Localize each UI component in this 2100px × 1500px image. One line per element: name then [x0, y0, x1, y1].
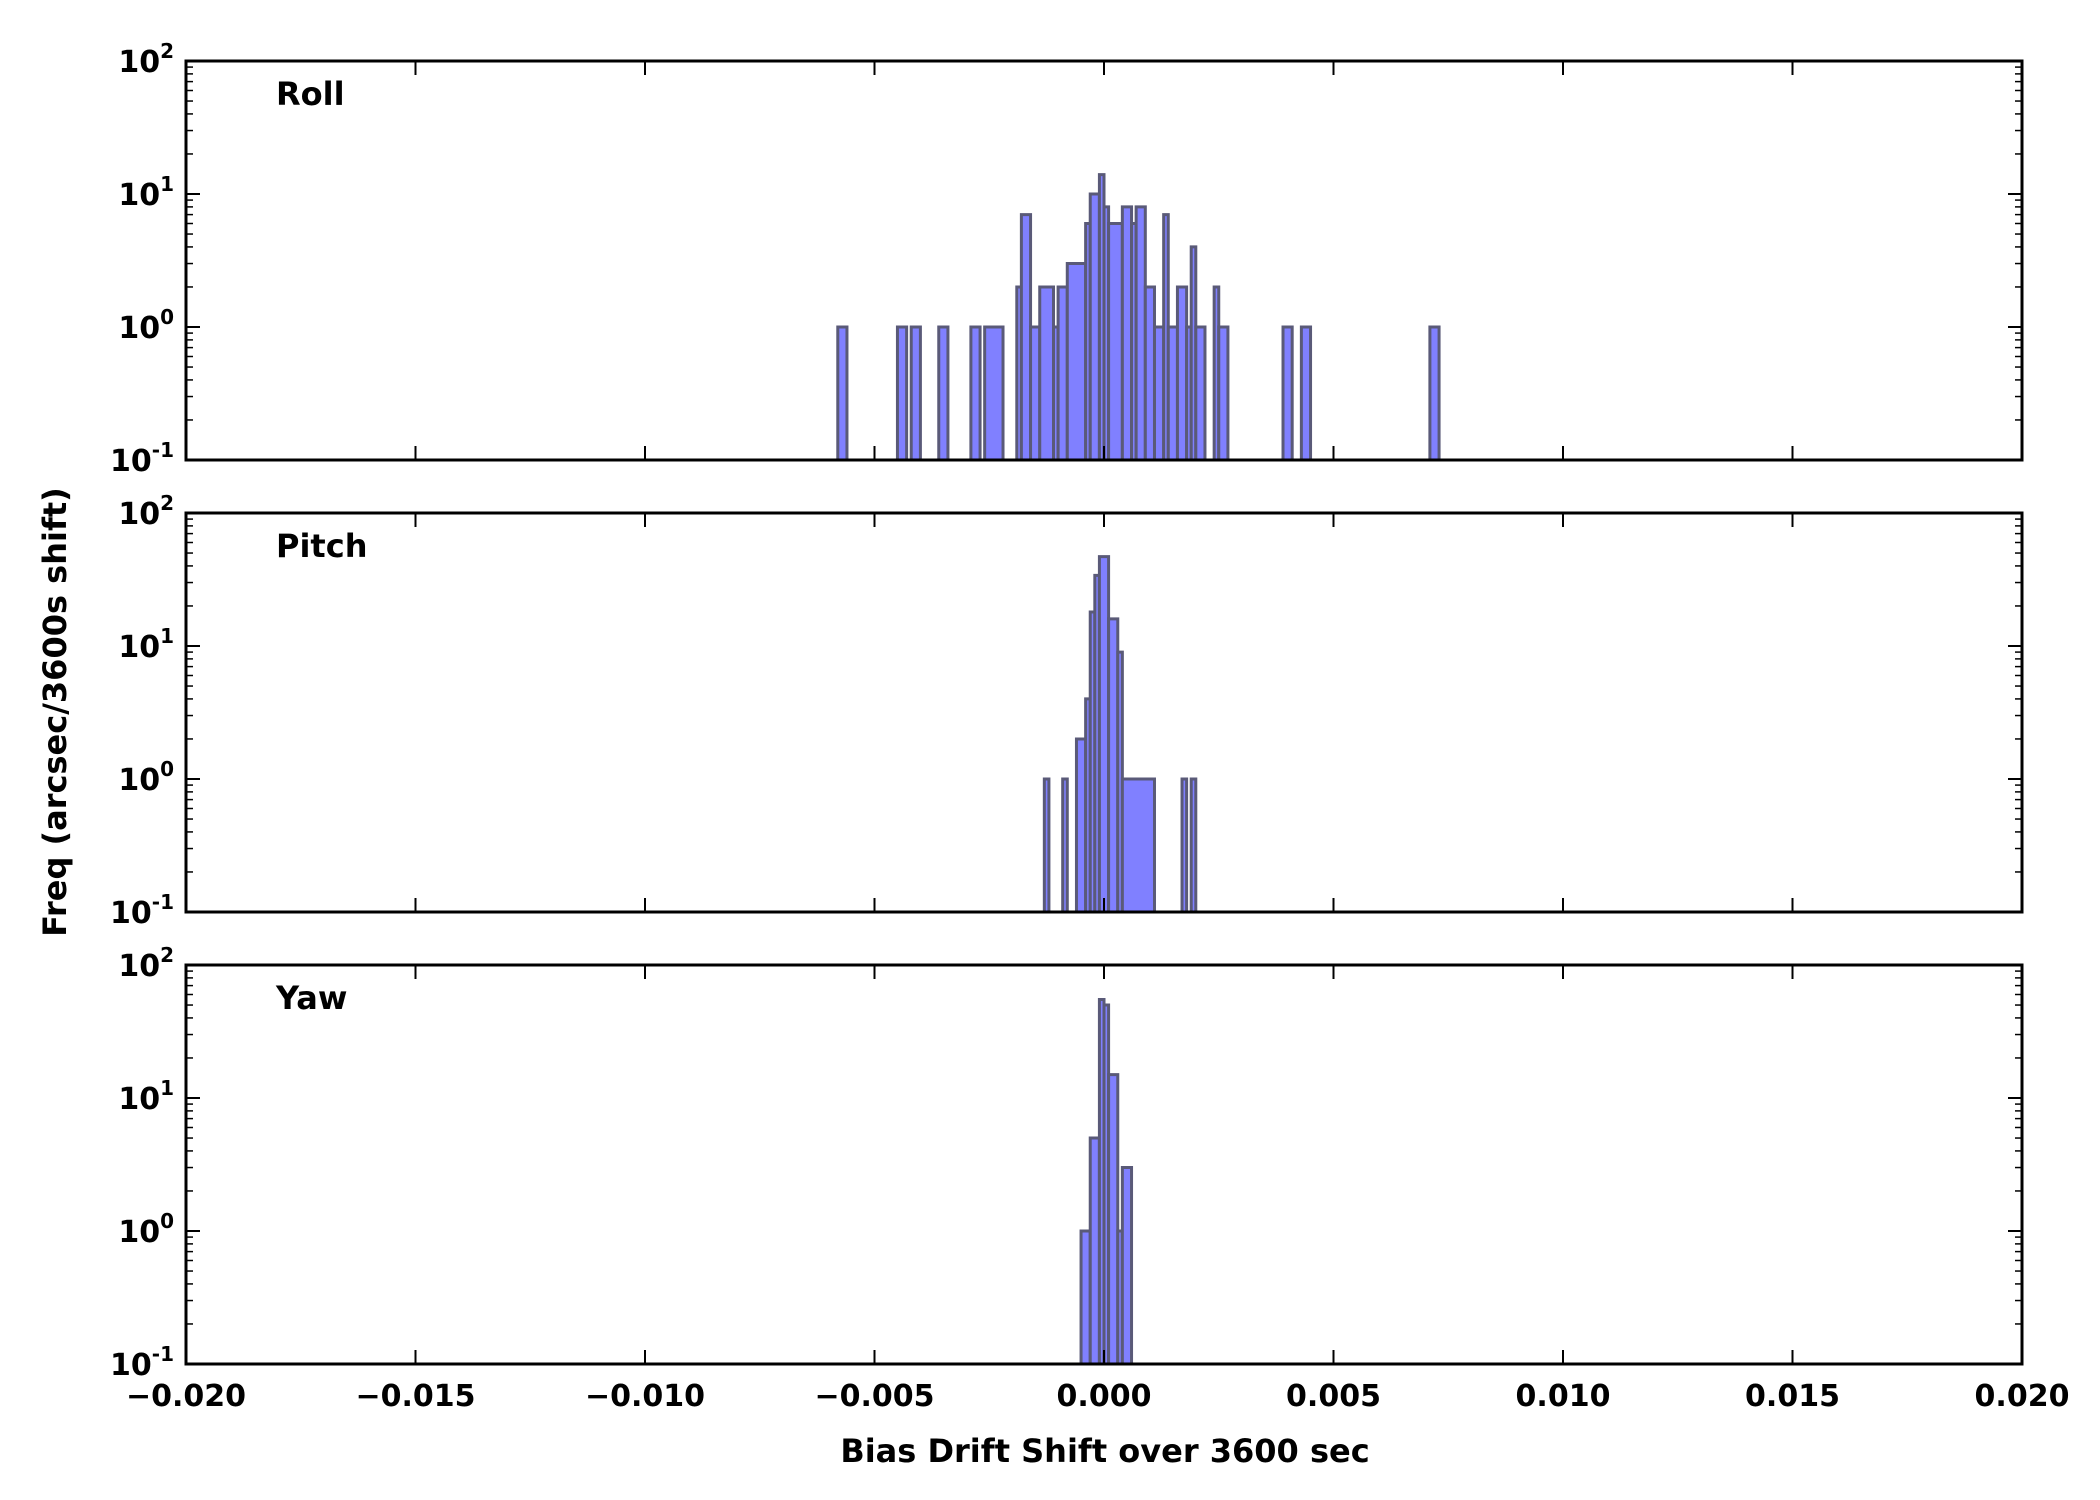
y-tick-label: 10-1 — [110, 1342, 174, 1383]
y-tick-label: 100 — [118, 757, 174, 798]
x-axis-label: Bias Drift Shift over 3600 sec — [840, 1432, 1369, 1470]
x-tick-label: −0.010 — [585, 1379, 705, 1414]
x-tick-label: 0.000 — [1057, 1379, 1152, 1414]
x-tick-label: −0.020 — [126, 1379, 246, 1414]
y-tick-label: 10-1 — [110, 438, 174, 479]
y-tick-label: 100 — [118, 305, 174, 346]
x-tick-label: 0.020 — [1975, 1379, 2070, 1414]
histogram-bar — [1107, 1073, 1120, 1364]
y-tick-label: 101 — [118, 172, 174, 213]
x-tick-label: 0.015 — [1745, 1379, 1840, 1414]
histogram-bar — [1428, 325, 1441, 460]
histogram-bar — [1120, 1166, 1134, 1364]
histogram-bar — [1180, 777, 1189, 912]
y-tick-label: 102 — [118, 491, 174, 532]
panel-roll: 10-1 100 101 102 Roll — [110, 39, 2024, 479]
panel-yaw: −0.020 −0.015 −0.010 −0.005 0.000 0.005 0.010 0… — [110, 943, 2069, 1414]
x-tick-label: 0.005 — [1286, 1379, 1381, 1414]
panel-label: Yaw — [275, 979, 347, 1017]
histogram-bar — [969, 325, 982, 460]
histogram-bar — [1281, 325, 1294, 460]
panel-pitch: 10-1 100 101 102 Pitch — [110, 491, 2024, 931]
histogram-bar — [1217, 325, 1230, 460]
y-tick-label: 100 — [118, 1209, 174, 1250]
histogram-bar — [1042, 777, 1051, 912]
y-tick-label: 101 — [118, 624, 174, 665]
y-tick-label: 101 — [118, 1076, 174, 1117]
panel-label: Roll — [276, 75, 345, 113]
y-tick-label: 10-1 — [110, 890, 174, 931]
histogram-bars — [836, 173, 1441, 460]
histogram-bar — [1061, 777, 1069, 912]
x-tick-label: −0.015 — [355, 1379, 475, 1414]
y-axis-label: Freq (arcsec/3600s shift) — [36, 487, 74, 937]
histogram-bar — [1120, 777, 1156, 912]
histogram-bars — [1042, 555, 1198, 912]
histogram-bar — [937, 325, 950, 460]
y-tick-label: 102 — [118, 943, 174, 984]
panels-group: 10-1 100 101 102 Roll 10-1 100 101 102 Pitch −0.02… — [110, 39, 2069, 1414]
histogram-bar — [836, 325, 849, 460]
histogram-bar — [983, 325, 1005, 460]
x-tick-label: 0.010 — [1516, 1379, 1611, 1414]
histogram-bar — [1038, 285, 1056, 460]
panel-label: Pitch — [276, 527, 367, 565]
histogram-bar — [1189, 777, 1198, 912]
y-tick-label: 102 — [118, 39, 174, 80]
histogram-bar — [909, 325, 922, 460]
histogram-bar — [1299, 325, 1313, 460]
histogram-bars — [1079, 998, 1134, 1364]
histogram-bar — [895, 325, 909, 460]
histogram-bar — [1107, 222, 1124, 460]
histogram-bar — [1194, 325, 1207, 460]
histogram-bar — [1065, 262, 1088, 460]
x-tick-label: −0.005 — [814, 1379, 934, 1414]
